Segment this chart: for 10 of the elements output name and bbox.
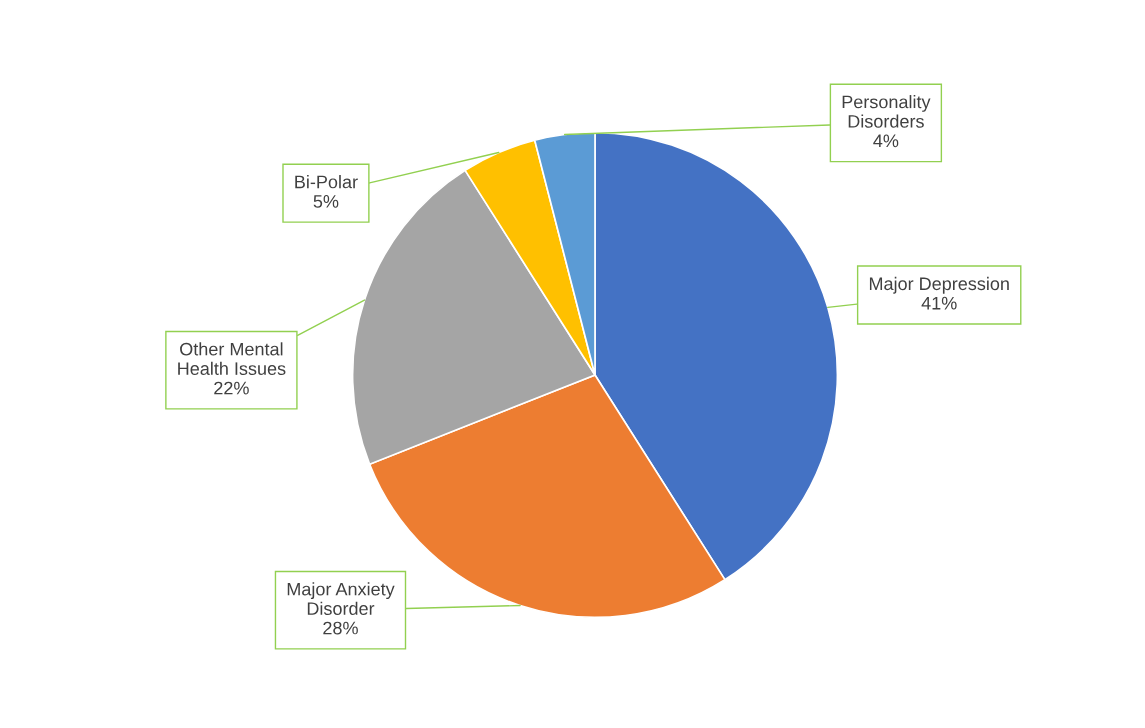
slice-label: Major Anxiety Disorder <box>287 582 395 615</box>
data-label: 5% <box>313 195 339 208</box>
slice-label: Major Depression <box>869 276 1009 294</box>
data-label: 4% <box>873 134 899 148</box>
slice-label: Personality Disorders <box>842 95 931 128</box>
data-label: 41% <box>921 296 957 310</box>
data-label: 28% <box>323 621 358 635</box>
slice-label: Other Mental Health Issues <box>178 342 286 375</box>
data-label: 22% <box>214 381 249 395</box>
slice-label: Bi-Polar <box>295 175 358 189</box>
